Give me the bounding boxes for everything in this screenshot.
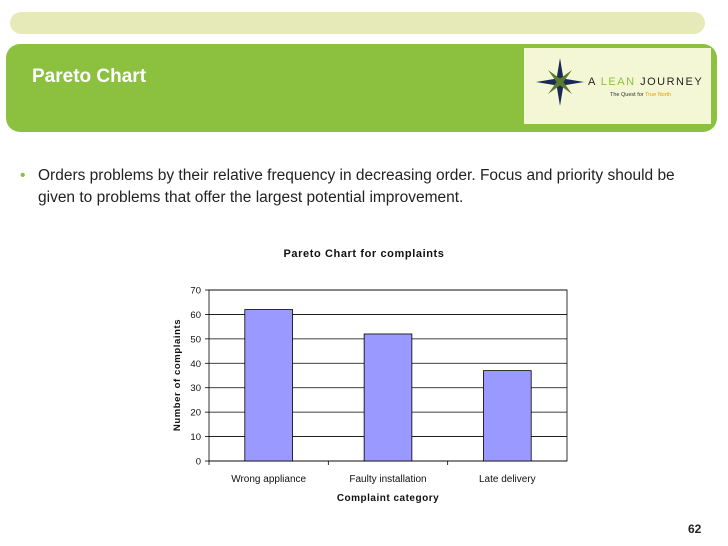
y-tick-label: 70 [190,286,201,297]
y-tick-label: 10 [190,432,201,443]
bar [483,370,532,462]
y-tick-label: 30 [190,383,201,394]
bullet-text: Orders problems by their relative freque… [38,167,675,206]
y-axis-label: Number of complaints [172,319,183,431]
slide-header: Pareto Chart A LEAN JOURNEY The Quest fo… [6,44,717,132]
y-tick-label: 0 [196,457,201,468]
bullet-dot-icon: • [20,167,26,184]
x-axis-label: Complaint category [337,493,439,504]
logo: A LEAN JOURNEY The Quest for True North [524,48,711,124]
page-number: 62 [688,522,702,536]
y-tick-label: 40 [190,359,201,370]
top-decorative-strip [10,12,705,34]
y-tick-label: 60 [190,310,201,321]
compass-star-icon [536,58,584,106]
logo-wordmark: A LEAN JOURNEY [588,76,704,88]
slide-title: Pareto Chart [32,66,147,87]
y-tick-label: 20 [190,408,201,419]
bar [244,309,293,462]
chart-title: Pareto Chart for complaints [283,248,444,260]
x-tick-label: Wrong appliance [231,474,306,485]
bar [363,333,413,462]
y-tick-label: 50 [190,334,201,345]
x-tick-label: Late delivery [479,474,536,485]
logo-tagline: The Quest for True North [610,92,672,98]
x-tick-label: Faulty installation [349,474,426,485]
bullet-point: • Orders problems by their relative freq… [20,165,700,209]
